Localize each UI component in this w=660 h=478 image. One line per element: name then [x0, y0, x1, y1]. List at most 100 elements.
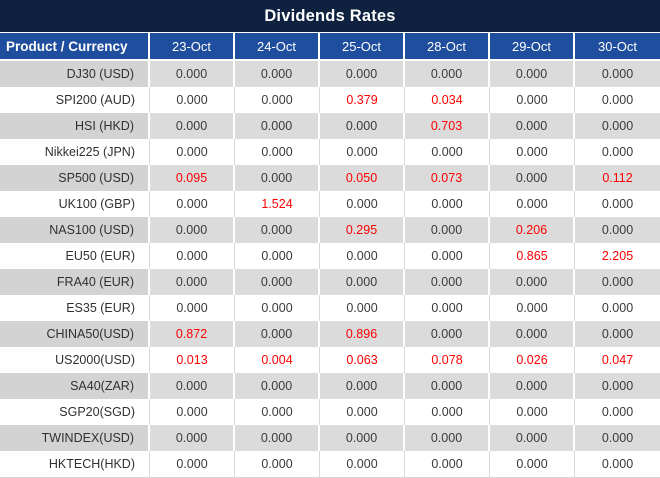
value-cell: 0.112	[575, 165, 660, 191]
product-cell: FRA40 (EUR)	[0, 269, 150, 295]
product-cell: Nikkei225 (JPN)	[0, 139, 150, 165]
value-cell: 0.000	[320, 139, 405, 165]
table-row: DJ30 (USD) 0.000 0.000 0.000 0.000 0.000 0.000	[0, 61, 660, 87]
date-column-header: 29-Oct	[490, 33, 575, 61]
value-cell: 0.865	[490, 243, 575, 269]
value-cell: 0.000	[575, 425, 660, 451]
value-cell: 0.000	[235, 425, 320, 451]
value-cell: 0.000	[235, 243, 320, 269]
value-cell: 0.000	[320, 425, 405, 451]
table-row: US2000(USD) 0.013 0.004 0.063 0.078 0.026 0.04…	[0, 347, 660, 373]
value-cell: 0.000	[405, 321, 490, 347]
value-cell: 0.034	[405, 87, 490, 113]
value-cell: 0.000	[490, 295, 575, 321]
value-cell: 0.000	[490, 451, 575, 477]
value-cell: 0.000	[320, 191, 405, 217]
value-cell: 0.000	[320, 451, 405, 477]
page-title: Dividends Rates	[264, 6, 396, 25]
table-row: HSI (HKD) 0.000 0.000 0.000 0.703 0.000 0.000	[0, 113, 660, 139]
title-bar: Dividends Rates	[0, 0, 660, 33]
value-cell: 0.000	[490, 139, 575, 165]
value-cell: 0.000	[575, 295, 660, 321]
value-cell: 0.047	[575, 347, 660, 373]
value-cell: 0.000	[235, 87, 320, 113]
value-cell: 0.000	[405, 191, 490, 217]
value-cell: 0.000	[235, 269, 320, 295]
value-cell: 0.000	[235, 399, 320, 425]
value-cell: 0.000	[235, 165, 320, 191]
product-cell: ES35 (EUR)	[0, 295, 150, 321]
value-cell: 0.000	[575, 113, 660, 139]
value-cell: 0.000	[405, 139, 490, 165]
value-cell: 0.000	[575, 451, 660, 477]
value-cell: 0.000	[320, 399, 405, 425]
dividends-table: Product / Currency 23-Oct 24-Oct 25-Oct 28-…	[0, 33, 660, 477]
value-cell: 0.000	[575, 139, 660, 165]
value-cell: 0.000	[575, 87, 660, 113]
value-cell: 0.000	[405, 295, 490, 321]
value-cell: 0.000	[320, 61, 405, 87]
value-cell: 0.000	[490, 191, 575, 217]
product-cell: SGP20(SGD)	[0, 399, 150, 425]
value-cell: 0.000	[150, 113, 235, 139]
table-body: DJ30 (USD) 0.000 0.000 0.000 0.000 0.000 0.000…	[0, 61, 660, 477]
date-column-header: 30-Oct	[575, 33, 660, 61]
value-cell: 0.000	[320, 113, 405, 139]
product-cell: SA40(ZAR)	[0, 373, 150, 399]
value-cell: 0.000	[150, 373, 235, 399]
product-cell: TWINDEX(USD)	[0, 425, 150, 451]
value-cell: 0.000	[150, 217, 235, 243]
value-cell: 0.000	[405, 269, 490, 295]
value-cell: 0.896	[320, 321, 405, 347]
value-cell: 0.000	[575, 269, 660, 295]
product-cell: UK100 (GBP)	[0, 191, 150, 217]
table-row: TWINDEX(USD) 0.000 0.000 0.000 0.000 0.000 0.0…	[0, 425, 660, 451]
value-cell: 0.000	[490, 269, 575, 295]
value-cell: 0.000	[490, 373, 575, 399]
date-column-header: 23-Oct	[150, 33, 235, 61]
value-cell: 0.295	[320, 217, 405, 243]
product-cell: NAS100 (USD)	[0, 217, 150, 243]
table-row: SGP20(SGD) 0.000 0.000 0.000 0.000 0.000 0.000	[0, 399, 660, 425]
value-cell: 0.000	[235, 217, 320, 243]
value-cell: 0.000	[575, 191, 660, 217]
value-cell: 0.000	[575, 321, 660, 347]
value-cell: 0.000	[490, 113, 575, 139]
value-cell: 0.000	[235, 295, 320, 321]
value-cell: 0.000	[150, 61, 235, 87]
value-cell: 0.000	[405, 373, 490, 399]
value-cell: 0.063	[320, 347, 405, 373]
value-cell: 0.000	[320, 295, 405, 321]
product-cell: SP500 (USD)	[0, 165, 150, 191]
value-cell: 0.000	[235, 451, 320, 477]
product-cell: DJ30 (USD)	[0, 61, 150, 87]
value-cell: 0.000	[405, 61, 490, 87]
value-cell: 2.205	[575, 243, 660, 269]
value-cell: 0.095	[150, 165, 235, 191]
table-row: ES35 (EUR) 0.000 0.000 0.000 0.000 0.000 0.000	[0, 295, 660, 321]
value-cell: 0.000	[150, 243, 235, 269]
value-cell: 0.000	[575, 217, 660, 243]
value-cell: 0.000	[235, 113, 320, 139]
value-cell: 0.872	[150, 321, 235, 347]
value-cell: 0.206	[490, 217, 575, 243]
value-cell: 0.000	[150, 139, 235, 165]
value-cell: 0.000	[150, 87, 235, 113]
value-cell: 0.000	[150, 269, 235, 295]
value-cell: 0.026	[490, 347, 575, 373]
value-cell: 0.000	[235, 373, 320, 399]
table-row: SA40(ZAR) 0.000 0.000 0.000 0.000 0.000 0.000	[0, 373, 660, 399]
table-row: SPI200 (AUD) 0.000 0.000 0.379 0.034 0.000 0.0…	[0, 87, 660, 113]
value-cell: 0.078	[405, 347, 490, 373]
value-cell: 0.013	[150, 347, 235, 373]
value-cell: 0.000	[490, 87, 575, 113]
value-cell: 0.000	[320, 373, 405, 399]
product-cell: HKTECH(HKD)	[0, 451, 150, 477]
table-row: Nikkei225 (JPN) 0.000 0.000 0.000 0.000 0.000…	[0, 139, 660, 165]
date-column-header: 25-Oct	[320, 33, 405, 61]
value-cell: 0.004	[235, 347, 320, 373]
date-column-header: 24-Oct	[235, 33, 320, 61]
product-cell: SPI200 (AUD)	[0, 87, 150, 113]
value-cell: 0.000	[490, 425, 575, 451]
